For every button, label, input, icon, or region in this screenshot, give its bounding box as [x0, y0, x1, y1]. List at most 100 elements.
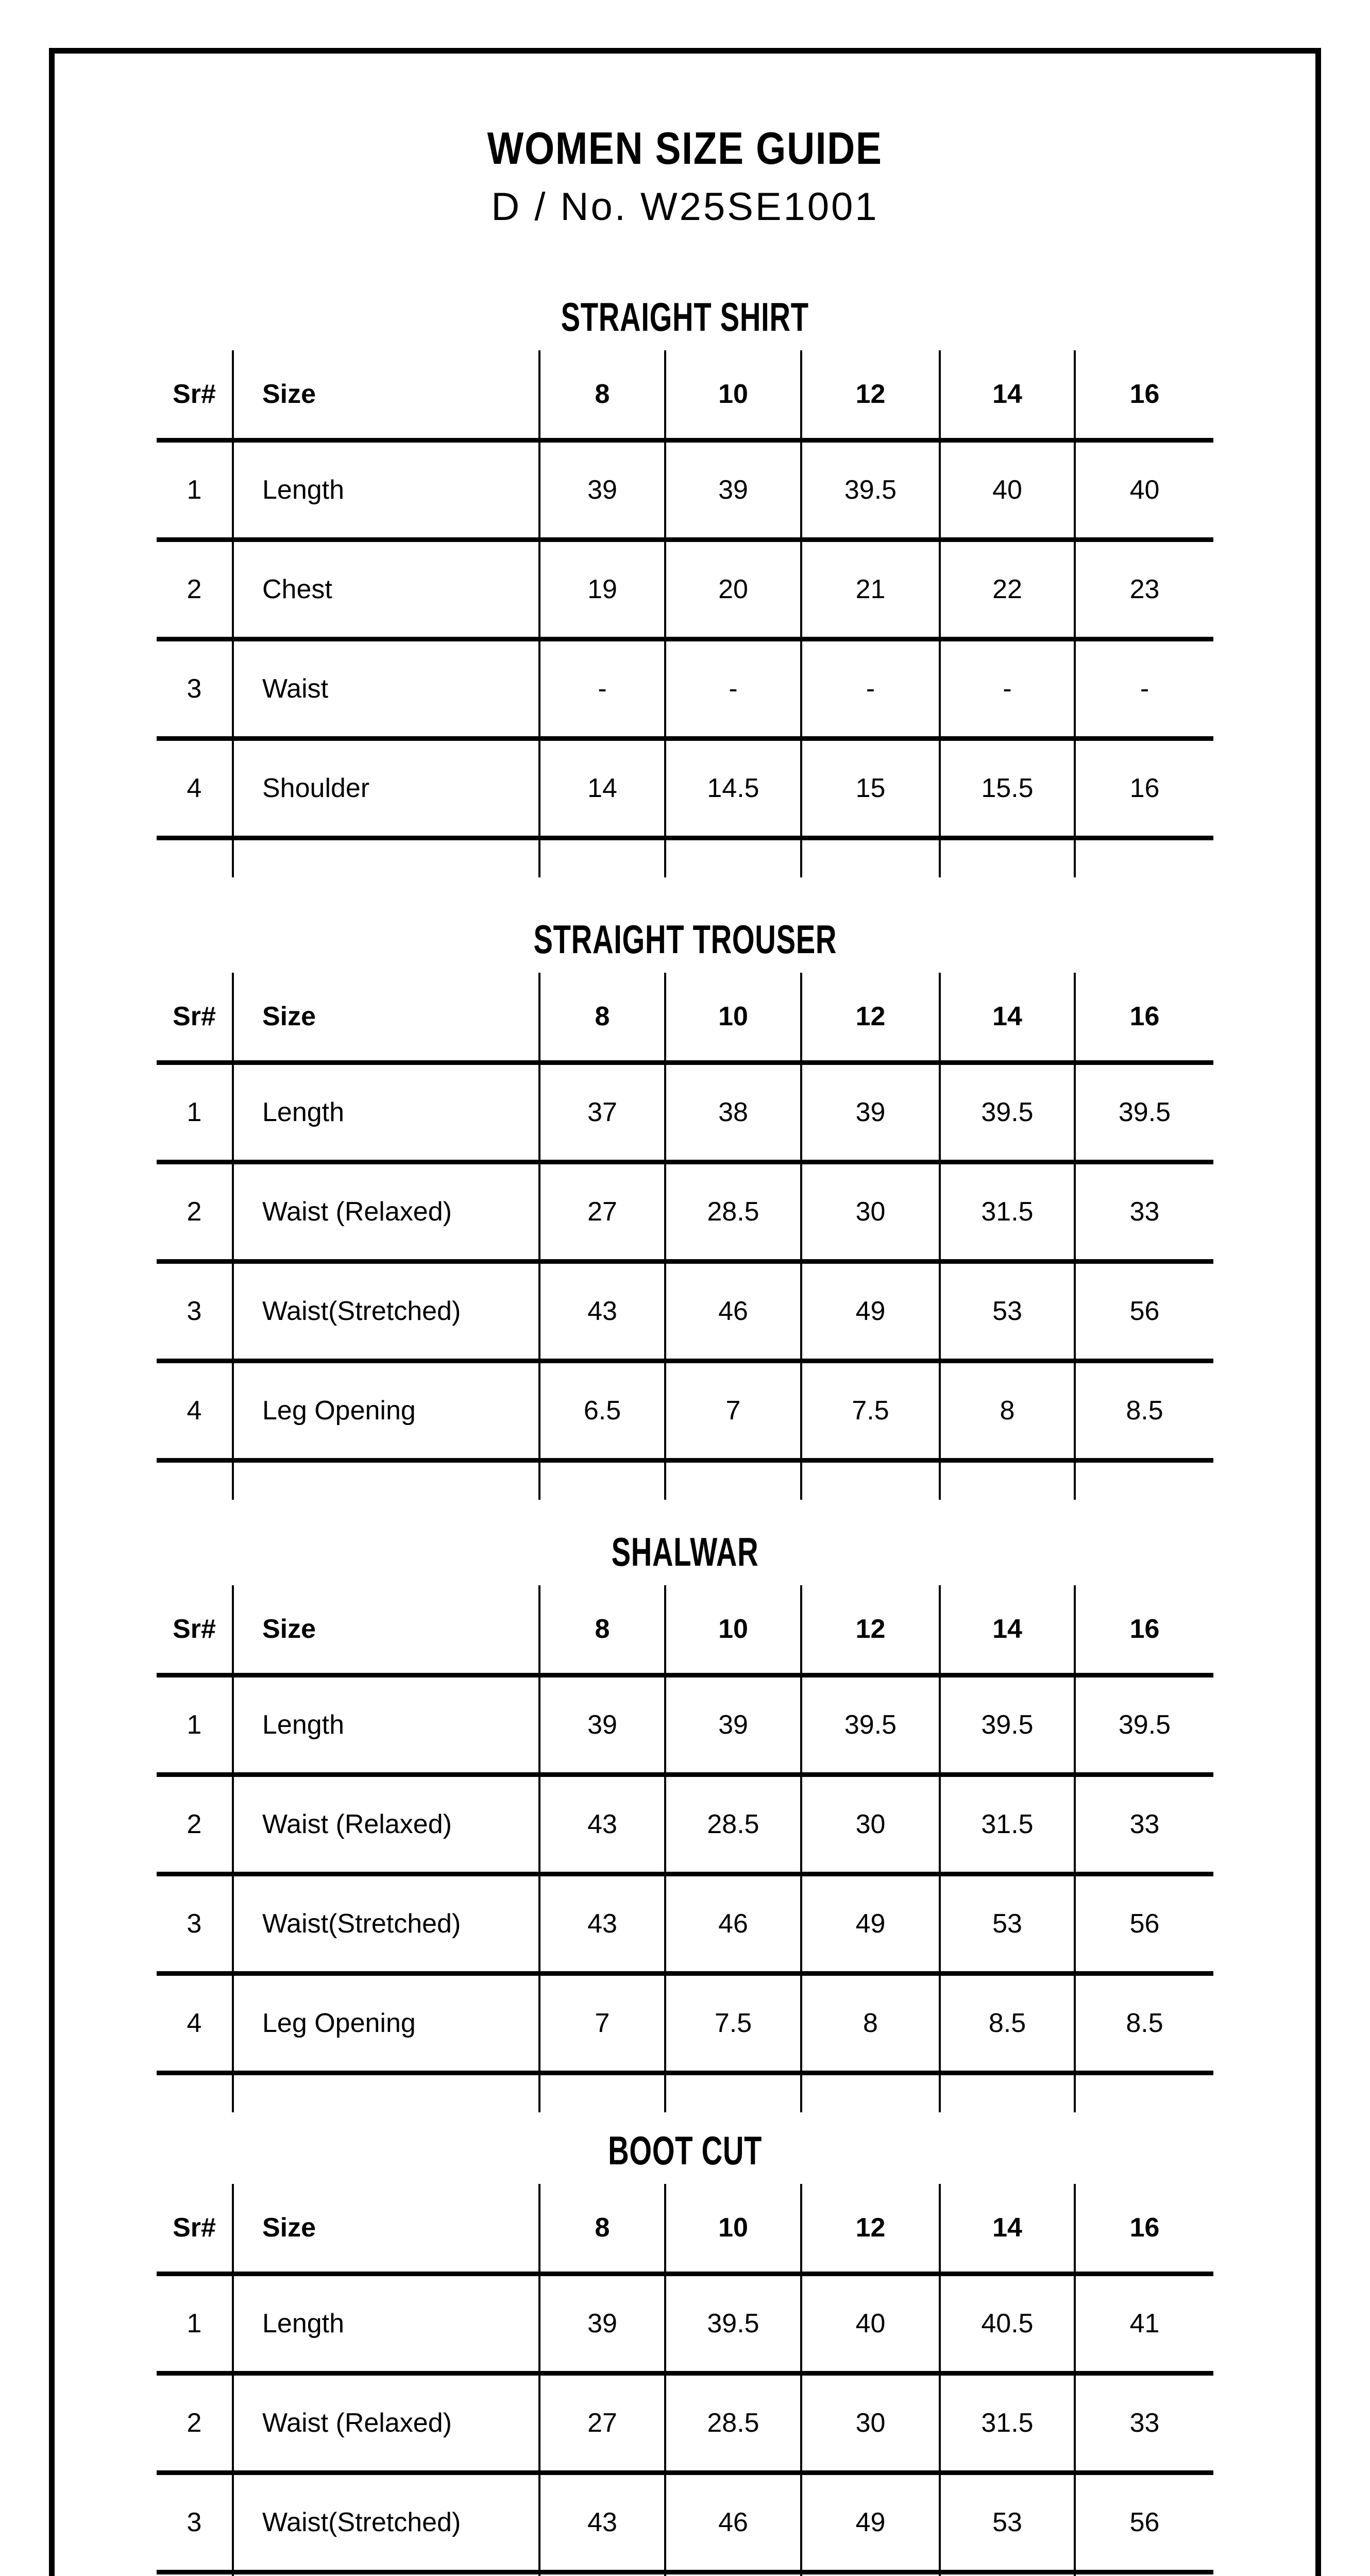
value-cell: 30 [800, 2373, 940, 2475]
sr-cell: 3 [157, 1261, 233, 1363]
stub-cell [664, 2073, 801, 2112]
stub-cell [157, 838, 233, 878]
sr-cell: 2 [157, 2373, 233, 2475]
stub-cell [939, 838, 1075, 877]
value-cell: 46 [664, 1874, 801, 1976]
size-table-straight-shirt: Sr# Size 8 10 12 14 16 1 Length 39 39 [157, 350, 1213, 877]
sr-cell: 1 [157, 440, 233, 542]
table-row: 4 Leg Opening 7 7.5 8 8.5 8.5 [157, 1973, 1213, 2075]
stub-cell [232, 1460, 539, 1500]
size-table-boot-cut: Sr# Size 8 10 12 14 16 1 Length 39 39.5 [157, 2184, 1213, 2576]
value-cell: 21 [800, 539, 940, 641]
value-cell: 49 [800, 1261, 940, 1363]
col-header-8: 8 [538, 350, 665, 443]
value-cell: 40 [1074, 440, 1213, 542]
col-header-16: 16 [1074, 2184, 1213, 2276]
table-row: 1 Length 39 39 39.5 39.5 39.5 [157, 1675, 1213, 1777]
col-header-sr: Sr# [157, 2184, 233, 2276]
table-stub-row [157, 838, 1213, 878]
table-row: 3 Waist(Stretched) 43 46 49 53 56 [157, 2472, 1213, 2574]
value-cell: 8.5 [1074, 1361, 1213, 1463]
value-cell: 39.5 [664, 2274, 801, 2376]
value-cell: 40 [939, 440, 1075, 542]
measure-label-cell: Waist [232, 639, 539, 741]
stub-cell [157, 2073, 233, 2113]
table-stub-row [157, 1460, 1213, 1500]
stub-cell [939, 2073, 1075, 2112]
value-cell: 20 [664, 539, 801, 641]
value-cell: 43 [538, 1774, 665, 1876]
value-cell: 39.5 [939, 1675, 1075, 1777]
col-header-12: 12 [800, 2184, 940, 2276]
value-cell: 31.5 [939, 2373, 1075, 2475]
value-cell: 31.5 [939, 1774, 1075, 1876]
section-title-straight-trouser: STRAIGHT TROUSER [55, 919, 1315, 959]
value-cell: 14 [538, 738, 665, 840]
stub-cell [232, 2073, 539, 2112]
measure-label-cell: Waist (Relaxed) [232, 2373, 539, 2475]
measure-label-cell: Chest [232, 539, 539, 641]
section-title-text: SHALWAR [611, 1529, 759, 1574]
value-cell: 28.5 [664, 2373, 801, 2475]
value-cell: 12 [538, 2572, 665, 2576]
sr-cell: 1 [157, 1675, 233, 1777]
value-cell: 8.5 [1074, 1973, 1213, 2075]
stub-cell [1074, 2073, 1213, 2112]
table-header-row: Sr# Size 8 10 12 14 16 [157, 2184, 1213, 2276]
value-cell: - [800, 639, 940, 741]
stub-cell [232, 838, 539, 877]
value-cell: 27 [538, 1162, 665, 1264]
col-header-12: 12 [800, 1585, 940, 1677]
size-table-shalwar: Sr# Size 8 10 12 14 16 1 Length 39 39 [157, 1585, 1213, 2112]
sr-cell: 1 [157, 1062, 233, 1164]
value-cell: 23 [1074, 539, 1213, 641]
measure-label-cell: Waist(Stretched) [232, 2472, 539, 2574]
size-table-straight-trouser: Sr# Size 8 10 12 14 16 1 Length 37 38 [157, 973, 1213, 1500]
measure-label-cell: Waist (Relaxed) [232, 1162, 539, 1264]
value-cell: 15 [800, 738, 940, 840]
table-row: 2 Waist (Relaxed) 27 28.5 30 31.5 33 [157, 2373, 1213, 2475]
value-cell: 15.5 [939, 738, 1075, 840]
table-header-row: Sr# Size 8 10 12 14 16 [157, 1585, 1213, 1677]
value-cell: 39.5 [939, 1062, 1075, 1164]
table-row: 1 Length 37 38 39 39.5 39.5 [157, 1062, 1213, 1164]
value-cell: 43 [538, 2472, 665, 2574]
value-cell: 8 [939, 1361, 1075, 1463]
value-cell: 39 [538, 1675, 665, 1777]
col-header-10: 10 [664, 1585, 801, 1677]
value-cell: 46 [664, 2472, 801, 2574]
table-row: 1 Length 39 39 39.5 40 40 [157, 440, 1213, 542]
value-cell: 33 [1074, 2373, 1213, 2475]
value-cell: 40 [800, 2274, 940, 2376]
section-title-straight-shirt: STRAIGHT SHIRT [55, 297, 1315, 337]
sr-cell: 4 [157, 1361, 233, 1463]
sr-cell: 2 [157, 1162, 233, 1264]
table-row: 2 Waist (Relaxed) 43 28.5 30 31.5 33 [157, 1774, 1213, 1876]
table-row: 1 Length 39 39.5 40 40.5 41 [157, 2274, 1213, 2376]
sr-cell: 3 [157, 639, 233, 741]
value-cell: 53 [939, 1874, 1075, 1976]
page-title: WOMEN SIZE GUIDE [55, 126, 1315, 171]
stub-cell [664, 1460, 801, 1500]
section-straight-trouser: STRAIGHT TROUSER Sr# Size 8 10 12 14 16 [55, 919, 1315, 1500]
value-cell: 53 [939, 2472, 1075, 2574]
col-header-14: 14 [939, 1585, 1075, 1677]
col-header-size: Size [232, 350, 539, 443]
value-cell: 13.5 [939, 2572, 1075, 2576]
value-cell: 7 [664, 1361, 801, 1463]
section-title-text: STRAIGHT SHIRT [561, 294, 809, 340]
table-header-row: Sr# Size 8 10 12 14 16 [157, 973, 1213, 1065]
value-cell: - [538, 639, 665, 741]
col-header-size: Size [232, 973, 539, 1065]
stub-cell [1074, 1460, 1213, 1500]
measure-label-cell: Waist (Relaxed) [232, 1774, 539, 1876]
sr-cell: 3 [157, 2472, 233, 2574]
section-title-text: BOOT CUT [607, 2128, 762, 2173]
value-cell: 37 [538, 1062, 665, 1164]
value-cell: 38 [664, 1062, 801, 1164]
value-cell: 14 [1074, 2572, 1213, 2576]
stub-cell [664, 838, 801, 877]
value-cell: 43 [538, 1261, 665, 1363]
value-cell: 39 [664, 440, 801, 542]
value-cell: 40.5 [939, 2274, 1075, 2376]
